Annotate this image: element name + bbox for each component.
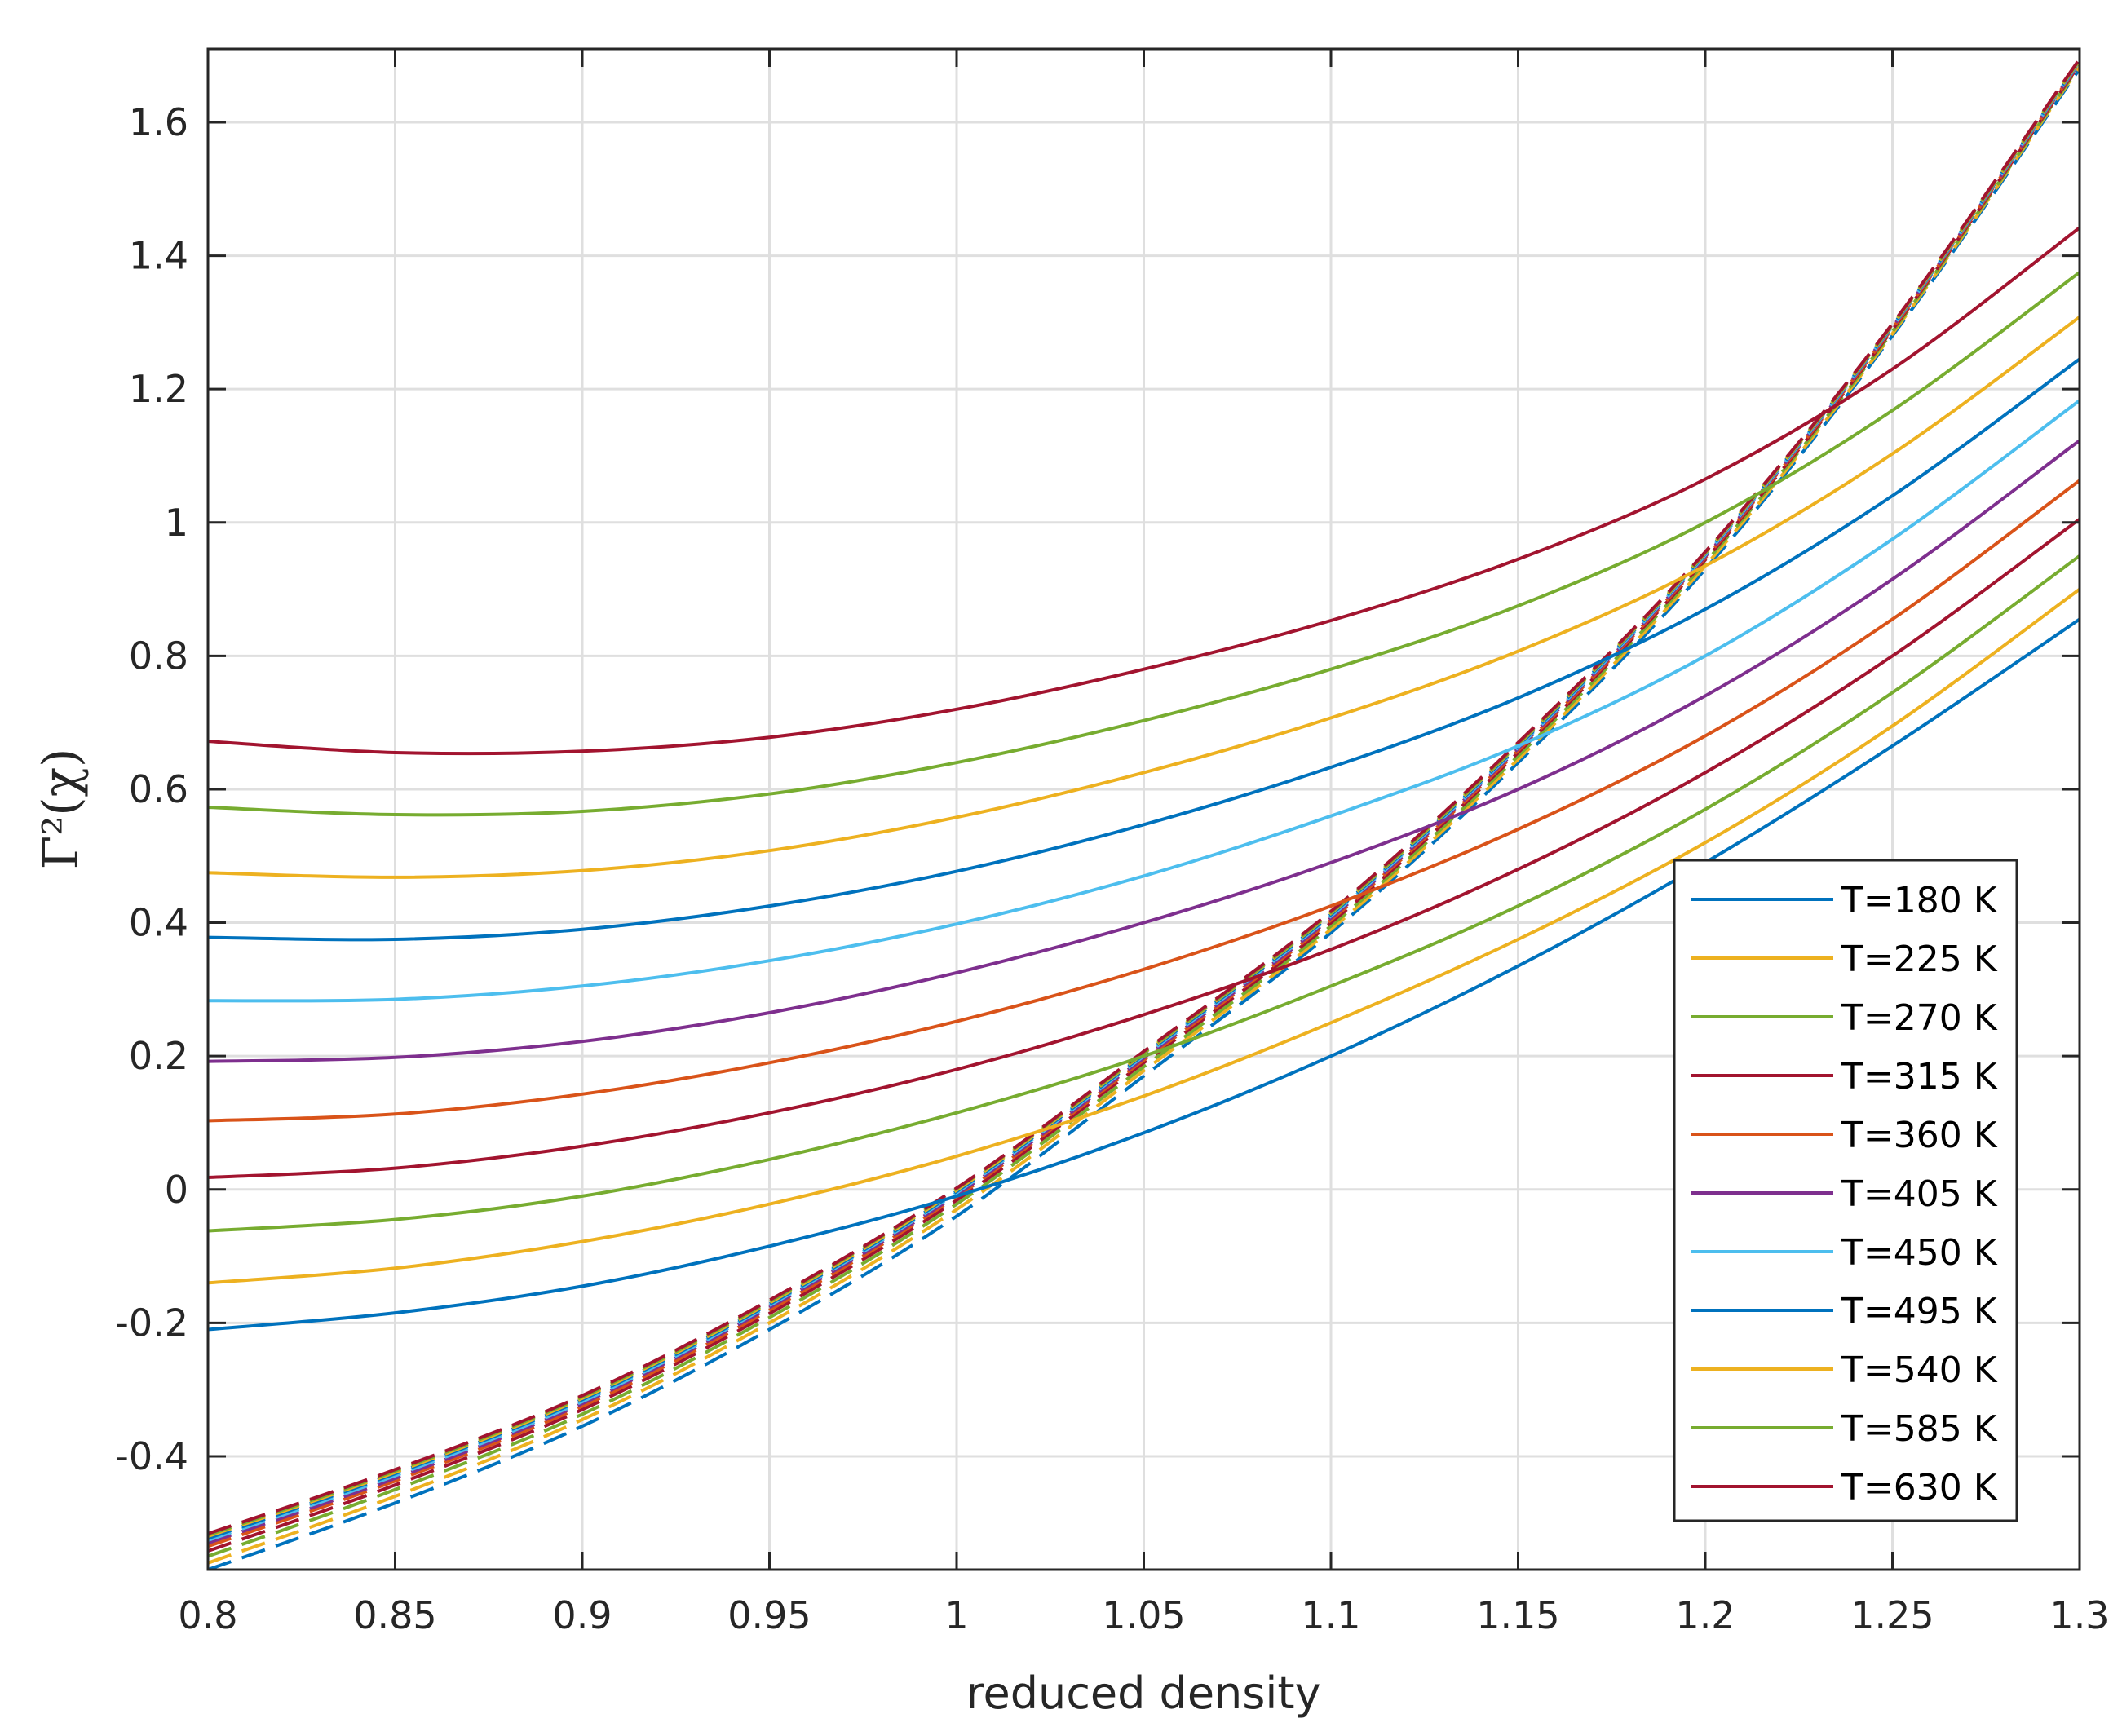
dashed-series-line-2 bbox=[208, 64, 2080, 1558]
legend-label-6: T=450 K bbox=[1841, 1232, 1998, 1274]
y-tick-label-6: 0.8 bbox=[129, 634, 188, 678]
series-line-t-360-k bbox=[208, 479, 2080, 1123]
x-tick-label-1: 0.85 bbox=[353, 1593, 436, 1637]
legend: T=180 K T=225 K T=270 K T=315 K T=360 K T=405… bbox=[1673, 859, 2018, 1522]
series-line-t-540-k bbox=[208, 316, 2080, 879]
x-tick-label-9: 1.25 bbox=[1850, 1593, 1934, 1637]
x-tick-label-4: 1 bbox=[944, 1593, 968, 1637]
legend-label-2: T=270 K bbox=[1841, 997, 1998, 1039]
dashed-series-line-1 bbox=[208, 65, 2080, 1565]
x-tick-label-3: 0.95 bbox=[727, 1593, 811, 1637]
x-tick-label-0: 0.8 bbox=[178, 1593, 237, 1637]
x-tick-label-2: 0.9 bbox=[552, 1593, 612, 1637]
x-tick-label-8: 1.2 bbox=[1675, 1593, 1735, 1637]
series-line-t-315-k bbox=[208, 518, 2080, 1179]
legend-label-7: T=495 K bbox=[1841, 1291, 1998, 1332]
dashed-series-line-4 bbox=[208, 62, 2080, 1548]
y-tick-labels: -0.4 -0.2 0 0.2 0.4 0.6 0.8 1 1.2 1.4 1.6 bbox=[115, 100, 188, 1478]
series-line-t-405-k bbox=[208, 439, 2080, 1063]
legend-label-9: T=585 K bbox=[1841, 1408, 1998, 1450]
series-line-t-450-k bbox=[208, 399, 2080, 1003]
y-tick-label-4: 0.4 bbox=[129, 901, 188, 945]
y-tick-label-0: -0.4 bbox=[115, 1434, 188, 1478]
x-axis-label: reduced density bbox=[966, 1668, 1320, 1719]
series-line-t-630-k bbox=[208, 226, 2080, 756]
series-line-t-180-k bbox=[208, 617, 2080, 1332]
series-line-t-270-k bbox=[208, 554, 2080, 1233]
legend-label-10: T=630 K bbox=[1841, 1467, 1998, 1509]
x-tick-label-6: 1.1 bbox=[1301, 1593, 1360, 1637]
solid-series-group bbox=[208, 226, 2080, 1332]
y-axis-label: Γ²(χ) bbox=[33, 749, 90, 870]
series-line-t-585-k bbox=[208, 271, 2080, 817]
legend-label-0: T=180 K bbox=[1841, 880, 1998, 921]
x-tick-label-7: 1.15 bbox=[1476, 1593, 1559, 1637]
legend-label-3: T=315 K bbox=[1841, 1056, 1998, 1098]
x-tick-labels: 0.8 0.85 0.9 0.95 1 1.05 1.1 1.15 1.2 1.25 1.3 bbox=[178, 1593, 2109, 1637]
legend-label-8: T=540 K bbox=[1841, 1349, 1998, 1391]
legend-label-4: T=360 K bbox=[1841, 1115, 1998, 1156]
axis-ticks bbox=[206, 49, 2081, 1570]
y-tick-label-7: 1 bbox=[165, 501, 188, 545]
y-tick-label-10: 1.6 bbox=[129, 100, 188, 144]
legend-label-1: T=225 K bbox=[1841, 939, 1998, 980]
legend-items: T=180 K T=225 K T=270 K T=315 K T=360 K T=405… bbox=[1691, 880, 1998, 1509]
series-line-t-225-k bbox=[208, 587, 2080, 1285]
x-tick-label-5: 1.05 bbox=[1102, 1593, 1185, 1637]
dashed-series-line-3 bbox=[208, 63, 2080, 1553]
y-tick-label-9: 1.4 bbox=[129, 234, 188, 278]
legend-label-5: T=405 K bbox=[1841, 1173, 1998, 1215]
y-tick-label-8: 1.2 bbox=[129, 367, 188, 411]
dashed-series-line-10 bbox=[208, 58, 2080, 1535]
legend-box bbox=[1673, 859, 2018, 1522]
dashed-series-group bbox=[208, 58, 2080, 1570]
y-tick-label-1: -0.2 bbox=[115, 1301, 188, 1345]
y-tick-label-3: 0.2 bbox=[129, 1034, 188, 1078]
x-tick-label-10: 1.3 bbox=[2049, 1593, 2109, 1637]
series-line-t-495-k bbox=[208, 357, 2080, 942]
y-tick-label-2: 0 bbox=[165, 1168, 188, 1212]
y-tick-label-5: 0.6 bbox=[129, 767, 188, 811]
